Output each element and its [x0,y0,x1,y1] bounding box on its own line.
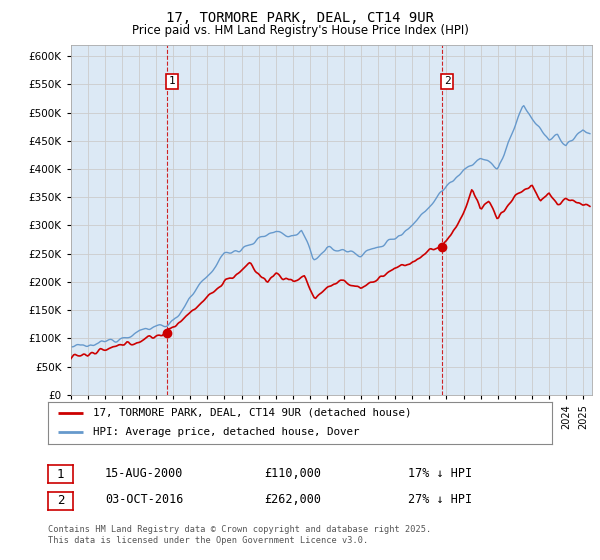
Text: 17% ↓ HPI: 17% ↓ HPI [408,466,472,480]
Text: HPI: Average price, detached house, Dover: HPI: Average price, detached house, Dove… [94,427,360,437]
Text: 2: 2 [444,77,451,86]
Text: Price paid vs. HM Land Registry's House Price Index (HPI): Price paid vs. HM Land Registry's House … [131,24,469,36]
Text: 2: 2 [57,494,64,507]
Text: 17, TORMORE PARK, DEAL, CT14 9UR (detached house): 17, TORMORE PARK, DEAL, CT14 9UR (detach… [94,408,412,418]
Text: 27% ↓ HPI: 27% ↓ HPI [408,493,472,506]
Text: Contains HM Land Registry data © Crown copyright and database right 2025.
This d: Contains HM Land Registry data © Crown c… [48,525,431,545]
Text: 17, TORMORE PARK, DEAL, CT14 9UR: 17, TORMORE PARK, DEAL, CT14 9UR [166,11,434,25]
Text: 15-AUG-2000: 15-AUG-2000 [105,466,184,480]
Text: 03-OCT-2016: 03-OCT-2016 [105,493,184,506]
Text: 1: 1 [57,468,64,481]
Text: £110,000: £110,000 [264,466,321,480]
Text: 1: 1 [169,77,175,86]
Text: £262,000: £262,000 [264,493,321,506]
